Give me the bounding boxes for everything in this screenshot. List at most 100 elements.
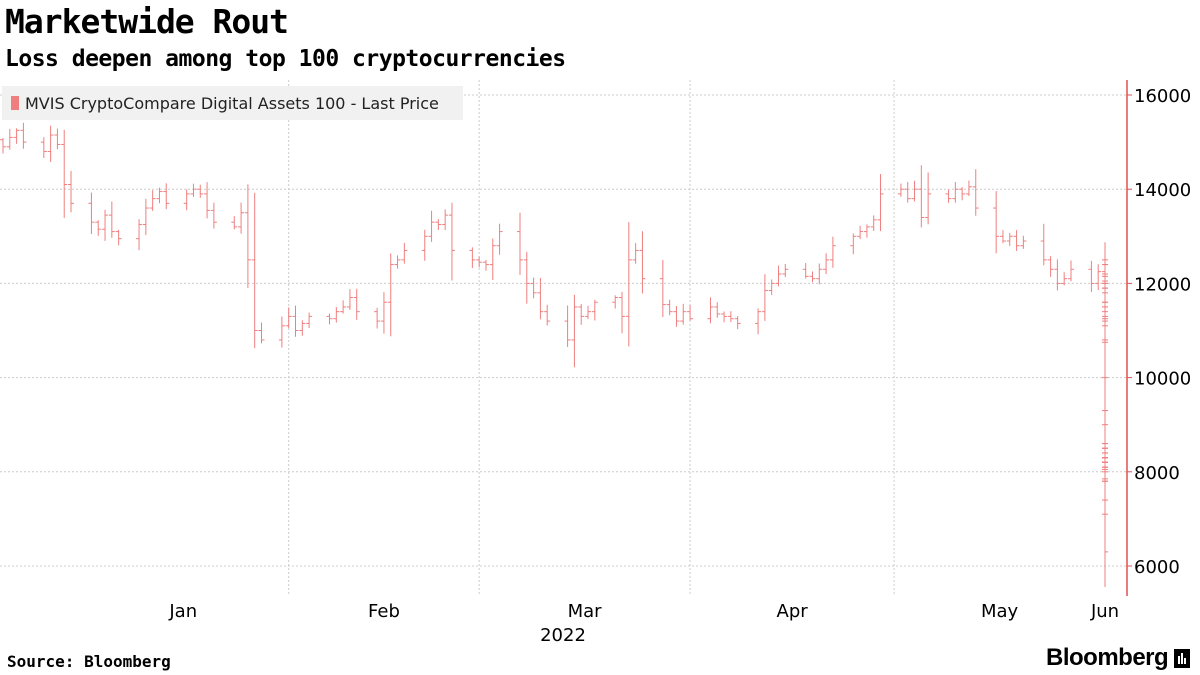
ohlc-bar (721, 311, 728, 323)
ohlc-bar (394, 255, 401, 269)
ohlc-bar (1054, 259, 1061, 291)
ohlc-bar (251, 192, 258, 349)
ohlc-bar (707, 297, 714, 324)
ohlc-bar (863, 224, 870, 238)
ohlc-bar (13, 128, 20, 144)
ohlc-bar (918, 165, 925, 228)
x-tick-label: Jan (168, 601, 197, 622)
ohlc-bar (421, 229, 428, 261)
ohlc-bar (639, 231, 646, 294)
ohlc-bar (625, 222, 632, 347)
ohlc-bar (156, 187, 163, 204)
y-tick-label: 8000 (1134, 463, 1180, 484)
y-axis: 6000 8000 10000 12000 14000 16000 (1126, 80, 1191, 596)
ohlc-bar (782, 263, 789, 278)
ohlc-bar (1067, 260, 1074, 282)
ohlc-bar (666, 299, 673, 316)
ohlc-bar (54, 128, 61, 150)
ohlc-bar (190, 183, 197, 197)
ohlc-bar (210, 202, 217, 229)
ohlc-bar (945, 189, 952, 203)
ohlc-bar (163, 183, 170, 210)
ohlc-bar (993, 191, 1000, 254)
ohlc-bar (761, 274, 768, 321)
ohlc-bar (1061, 272, 1068, 286)
ohlc-bar (619, 291, 626, 334)
brand-logo: Bloomberg (1046, 644, 1191, 672)
ohlc-bar (40, 137, 47, 159)
y-tick-label: 10000 (1134, 369, 1191, 390)
ohlc-bar (829, 236, 836, 268)
ohlc-bar (1095, 264, 1102, 291)
ohlc-bar (374, 307, 381, 329)
ohlc-bar (959, 187, 966, 201)
ohlc-bar (278, 316, 285, 348)
x-tick-label: May (981, 601, 1019, 622)
ohlc-bar (877, 174, 884, 232)
x-axis: Jan Feb Mar Apr May Jun 2022 (168, 601, 1119, 646)
ohlc-bar (904, 181, 911, 203)
ohlc-bar (231, 216, 238, 230)
ohlc-bar (612, 295, 619, 309)
brand-name: Bloomberg (1046, 644, 1169, 671)
grid-layer (0, 80, 1127, 596)
ohlc-bar (401, 242, 408, 264)
ohlc-bar (802, 263, 809, 279)
ohlc-bar (1102, 504, 1108, 587)
ohlc-bar (1006, 232, 1013, 247)
ohlc-bar (142, 198, 149, 236)
ohlc-bars-layer (0, 122, 1108, 587)
x-tick-label: Feb (368, 601, 400, 622)
ohlc-bar (952, 181, 959, 203)
ohlc-bar (435, 219, 442, 230)
ohlc-bar (734, 316, 741, 330)
ohlc-bar (115, 229, 122, 246)
ohlc-bar (564, 305, 571, 347)
ohlc-bar (1020, 235, 1027, 249)
ohlc-bar (897, 183, 904, 197)
ohlc-bar (197, 184, 204, 198)
ohlc-bar (68, 170, 75, 213)
ohlc-bar (578, 304, 585, 325)
ohlc-bar (102, 209, 109, 241)
source-note: Source: Bloomberg (7, 652, 171, 671)
ohlc-bar (6, 128, 13, 150)
ohlc-bar (244, 184, 251, 288)
ohlc-bar (136, 219, 143, 251)
y-tick-label: 12000 (1134, 274, 1191, 295)
x-tick-label: Jun (1090, 601, 1119, 622)
ohlc-bar (544, 304, 551, 326)
ohlc-bar (1047, 256, 1054, 277)
ohlc-bar (238, 202, 245, 234)
ohlc-bar (972, 169, 979, 216)
ohlc-bar (20, 122, 27, 149)
legend-label: MVIS CryptoCompare Digital Assets 100 - … (25, 93, 439, 113)
ohlc-bar (61, 129, 68, 218)
ohlc-bar (346, 289, 353, 310)
x-tick-label: Mar (568, 601, 603, 622)
ohlc-bar (530, 277, 537, 299)
ohlc-bar (850, 233, 857, 255)
ohlc-bar (1040, 223, 1047, 266)
ohlc-bar (442, 209, 449, 231)
ohlc-bar (428, 210, 435, 242)
ohlc-bar (108, 201, 115, 238)
ohlc-bar (755, 308, 762, 335)
terminal-logo-icon (1174, 648, 1191, 668)
ohlc-bar (823, 253, 830, 274)
y-tick-label: 14000 (1134, 180, 1191, 201)
ohlc-bar (47, 125, 54, 162)
ohlc-bar (333, 307, 340, 323)
ohlc-bar (204, 182, 211, 219)
ohlc-bar (1013, 230, 1020, 251)
ohlc-bar (299, 320, 306, 336)
ohlc-bar (496, 223, 503, 255)
ohlc-bar (768, 279, 775, 296)
ohlc-bar (258, 322, 265, 344)
ohlc-bar (632, 243, 639, 264)
ohlc-bar (965, 180, 972, 197)
ohlc-bar (380, 292, 387, 334)
ohlc-bar (775, 265, 782, 287)
ohlc-bar (673, 306, 680, 327)
